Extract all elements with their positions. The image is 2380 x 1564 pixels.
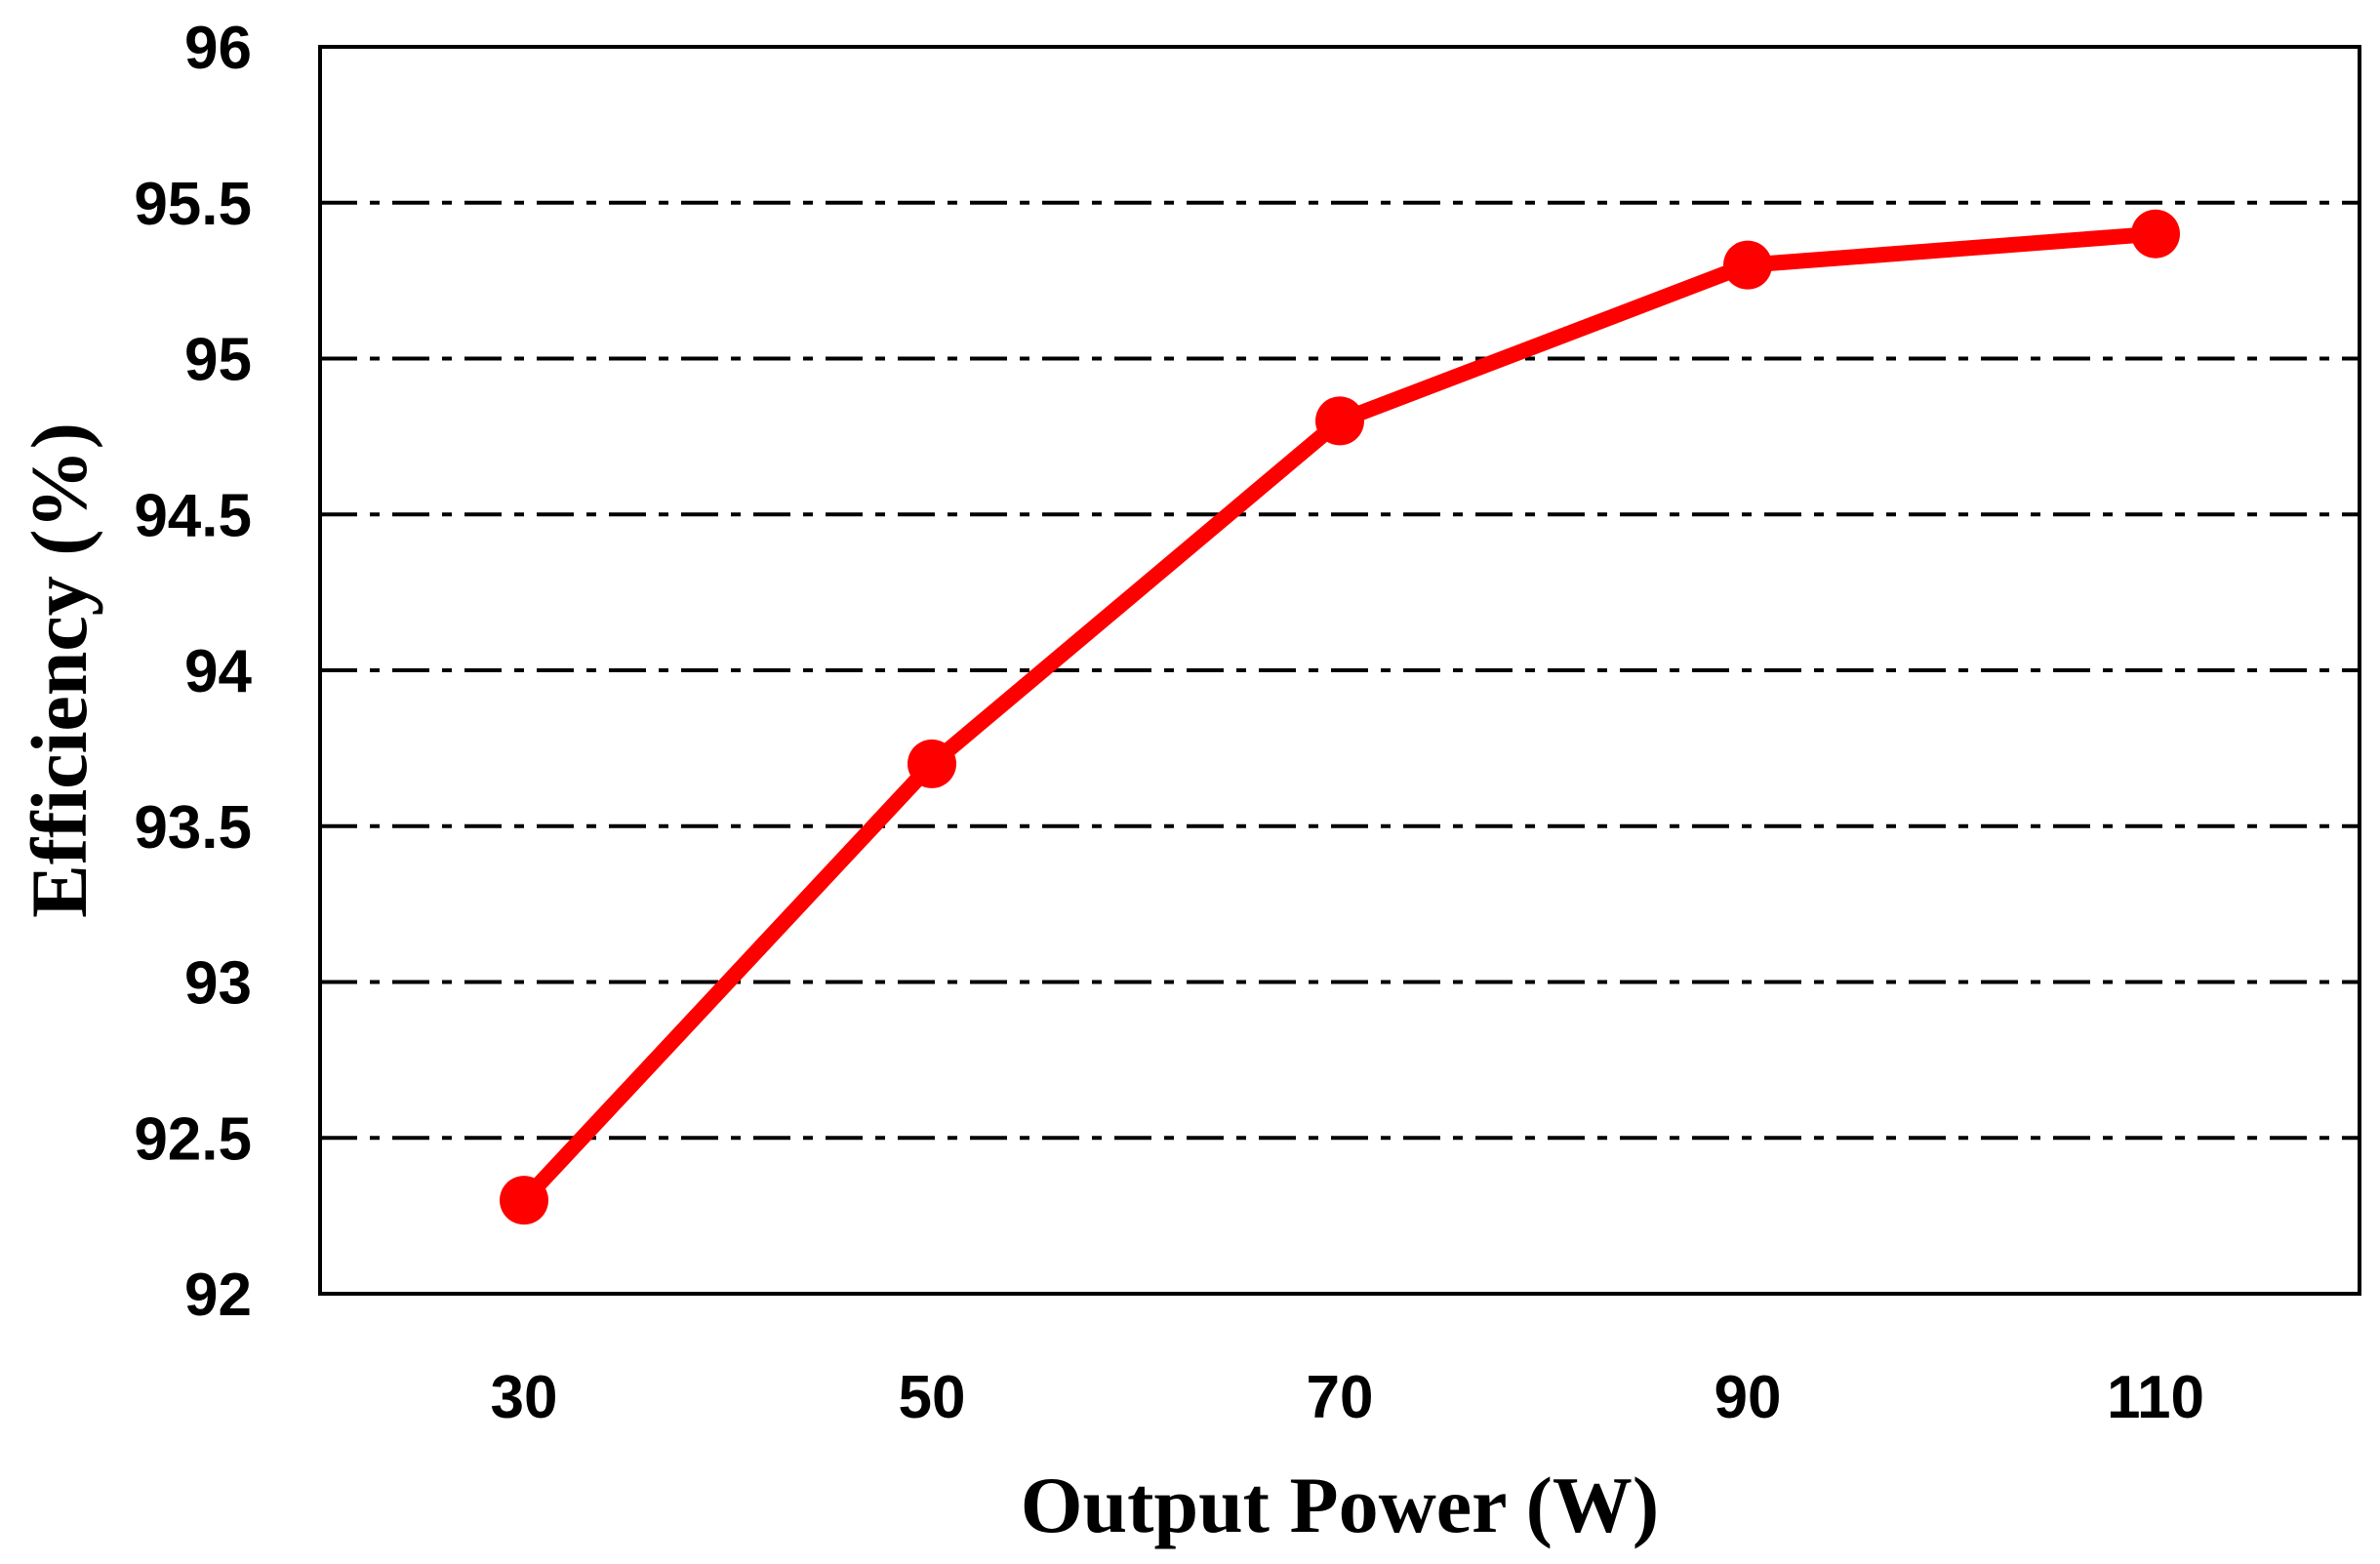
- y-tick-label: 95.5: [134, 171, 252, 238]
- x-tick-label: 50: [899, 1364, 966, 1431]
- y-tick-label: 95: [184, 327, 252, 394]
- x-axis-tick-labels: 30 50 70 90 110: [491, 1364, 2205, 1431]
- x-axis-title: Output Power (W): [1021, 1461, 1659, 1549]
- gridlines: [320, 200, 2360, 1141]
- y-tick-label: 94: [184, 638, 252, 705]
- data-point: [500, 1176, 548, 1225]
- x-tick-label: 30: [491, 1364, 558, 1431]
- series-line: [516, 225, 2163, 1209]
- data-point: [1723, 240, 1772, 290]
- x-tick-label: 90: [1714, 1364, 1782, 1431]
- plot-area-frame: [318, 45, 2361, 1296]
- data-point: [2131, 209, 2180, 259]
- y-tick-label: 93: [184, 950, 252, 1018]
- data-point: [908, 739, 956, 788]
- data-series: [500, 209, 2180, 1225]
- y-axis-title: Efficiency (%): [15, 422, 103, 918]
- y-tick-label: 92: [184, 1262, 252, 1329]
- y-tick-label: 93.5: [134, 794, 252, 862]
- data-point: [1315, 396, 1364, 446]
- y-axis-tick-labels: 92 92.5 93 93.5 94 94.5 95 95.5 96: [134, 15, 252, 1329]
- x-tick-label: 70: [1307, 1364, 1374, 1431]
- y-tick-label: 94.5: [134, 482, 252, 549]
- y-tick-label: 92.5: [134, 1105, 252, 1173]
- y-tick-label: 96: [184, 15, 252, 82]
- x-tick-label: 110: [2107, 1364, 2204, 1431]
